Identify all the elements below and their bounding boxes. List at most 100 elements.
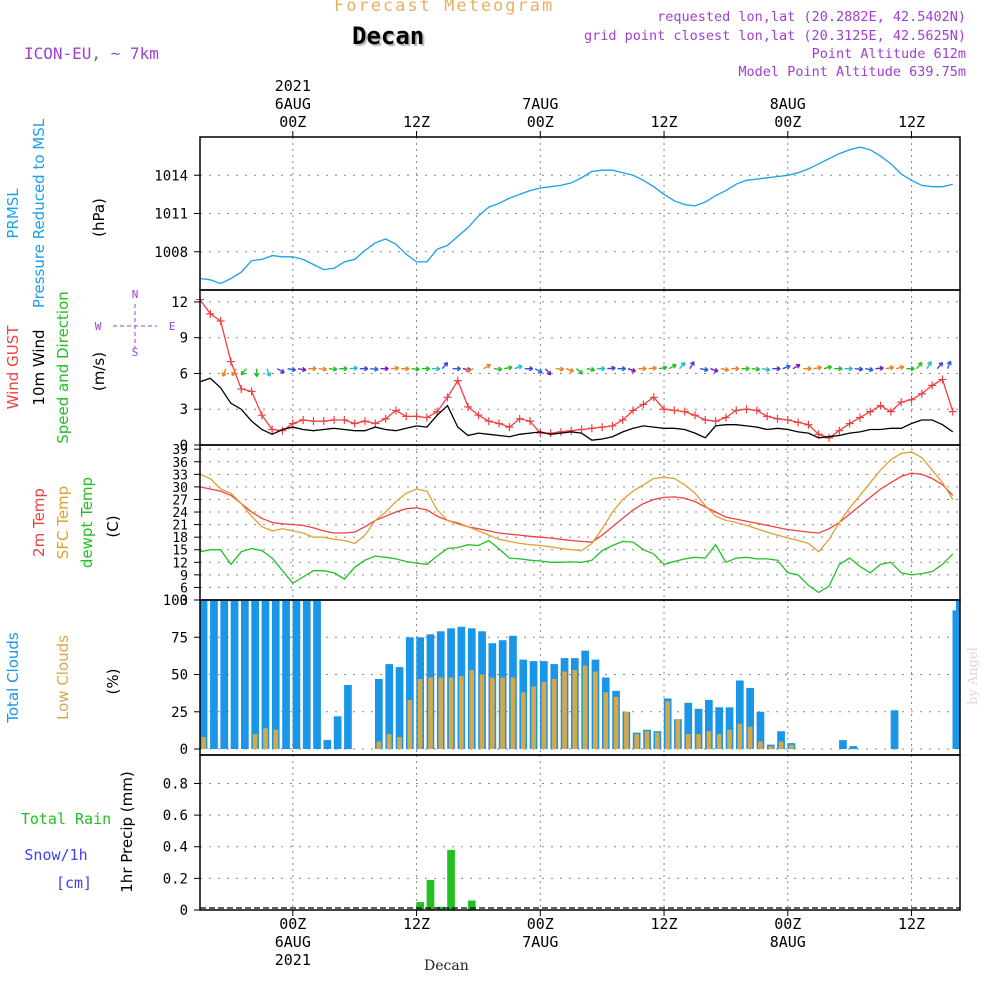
wind-arrow-head <box>332 366 338 372</box>
time-label-top: 12Z <box>650 113 677 131</box>
time-label-top: 12Z <box>898 113 925 131</box>
y-tick-label: 0.2 <box>163 871 188 887</box>
wind-arrow-head <box>817 365 822 371</box>
panel-label: 2m Temp <box>30 488 48 557</box>
panel-label: Low Clouds <box>54 635 72 720</box>
bar-low-clouds <box>665 701 670 749</box>
bar-low-clouds <box>758 741 763 750</box>
bar-low-clouds <box>521 692 526 749</box>
time-label-bottom: 8AUG <box>770 933 806 951</box>
footer-location: Decan <box>424 958 469 974</box>
bar-low-clouds <box>263 728 268 750</box>
panel-1: 1008 1011 1014 PRMSL Pressure Reduced to MSL… <box>4 118 961 308</box>
wind-arrow-head <box>910 366 915 372</box>
gust-marker <box>917 389 926 398</box>
wind-arrow <box>318 366 327 372</box>
wind-arrow <box>401 366 410 372</box>
bar-low-clouds <box>386 734 392 749</box>
wind-arrow-head <box>713 367 719 373</box>
gust-marker <box>763 412 772 421</box>
wind-arrow-head <box>611 365 616 371</box>
wind-arrow-head <box>374 366 379 372</box>
wind-arrow <box>565 367 575 373</box>
gust-marker <box>598 423 607 432</box>
gust-marker <box>288 419 297 428</box>
wind-arrow-head <box>266 372 272 377</box>
compass-e: E <box>169 320 176 333</box>
time-label-top: 7AUG <box>522 95 558 113</box>
wind-arrow <box>926 361 932 370</box>
bar-low-clouds <box>500 677 505 749</box>
gust-marker <box>319 417 328 426</box>
bar-total-clouds <box>271 600 280 749</box>
gust-marker <box>948 407 957 416</box>
time-label-bottom: 12Z <box>898 915 925 933</box>
bar-low-clouds <box>686 734 691 749</box>
gust-marker <box>907 395 916 404</box>
bar-low-clouds <box>582 665 588 750</box>
y-tick-label: 3 <box>180 402 188 418</box>
gust-marker <box>742 405 751 414</box>
wind-arrow <box>297 366 307 373</box>
bar-low-clouds <box>789 744 794 750</box>
wind-arrow-head <box>621 366 626 372</box>
wind-arrow <box>421 366 431 372</box>
wind-arrow <box>534 368 543 374</box>
bar-low-clouds <box>428 677 433 749</box>
wind-arrow <box>266 368 272 377</box>
wind-arrow <box>803 366 812 372</box>
bar-low-clouds <box>696 734 701 749</box>
wind-arrow-head <box>291 366 296 373</box>
wind-arrow <box>792 363 801 370</box>
gust-marker <box>433 407 442 416</box>
model-altitude: Model Point Altitude 639.75m <box>738 64 966 80</box>
panel-border <box>199 444 961 601</box>
gust-marker <box>752 406 761 415</box>
time-label-top: 12Z <box>403 113 430 131</box>
gust-marker <box>928 381 937 390</box>
bar-low-clouds <box>376 741 382 750</box>
gust-marker <box>866 407 875 416</box>
bar-low-clouds <box>541 682 547 750</box>
bar-total-clouds <box>241 600 249 749</box>
panel-label: Speed and Direction <box>54 291 72 444</box>
bar-total-clouds <box>302 600 311 749</box>
wind-arrow <box>597 366 606 372</box>
wind-arrow <box>751 366 761 372</box>
wind-arrow-head <box>724 366 730 373</box>
bar-low-clouds <box>252 734 258 749</box>
gust-marker <box>226 357 235 366</box>
requested-coords: requested lon,lat (20.2882E, 42.5402N) <box>657 9 966 25</box>
bar-total-clouds <box>210 600 218 749</box>
y-tick-label: 1008 <box>154 245 188 261</box>
bar-low-clouds <box>479 674 485 749</box>
time-label-top: 00Z <box>279 113 306 131</box>
wind-arrow-head <box>745 366 750 372</box>
series-line-2m-temp <box>199 472 954 543</box>
y-tick-label: 75 <box>171 630 188 646</box>
gust-marker <box>814 430 823 439</box>
gust-marker <box>732 406 741 415</box>
gust-marker <box>484 417 493 426</box>
location-title: Decan <box>352 22 425 50</box>
wind-arrow-head <box>938 361 944 367</box>
wind-arrow-head <box>946 360 952 366</box>
y-tick-label: 25 <box>171 705 188 721</box>
wind-arrow <box>865 366 874 373</box>
wind-arrow <box>607 365 616 371</box>
gust-marker <box>629 406 638 415</box>
wind-arrow-head <box>456 366 462 372</box>
bar-rain <box>426 879 435 910</box>
wind-arrow-head <box>601 366 606 372</box>
wind-arrow-head <box>569 367 575 373</box>
gust-marker <box>845 419 854 428</box>
time-label-bottom: 2021 <box>275 951 311 969</box>
gust-marker <box>711 417 720 426</box>
wind-arrow-head <box>546 370 552 376</box>
gust-marker <box>340 415 349 424</box>
y-tick-label: 1011 <box>154 207 188 223</box>
y-tick-label: 21 <box>172 519 188 534</box>
wind-arrow-head <box>443 361 449 367</box>
wind-arrow <box>689 361 695 370</box>
